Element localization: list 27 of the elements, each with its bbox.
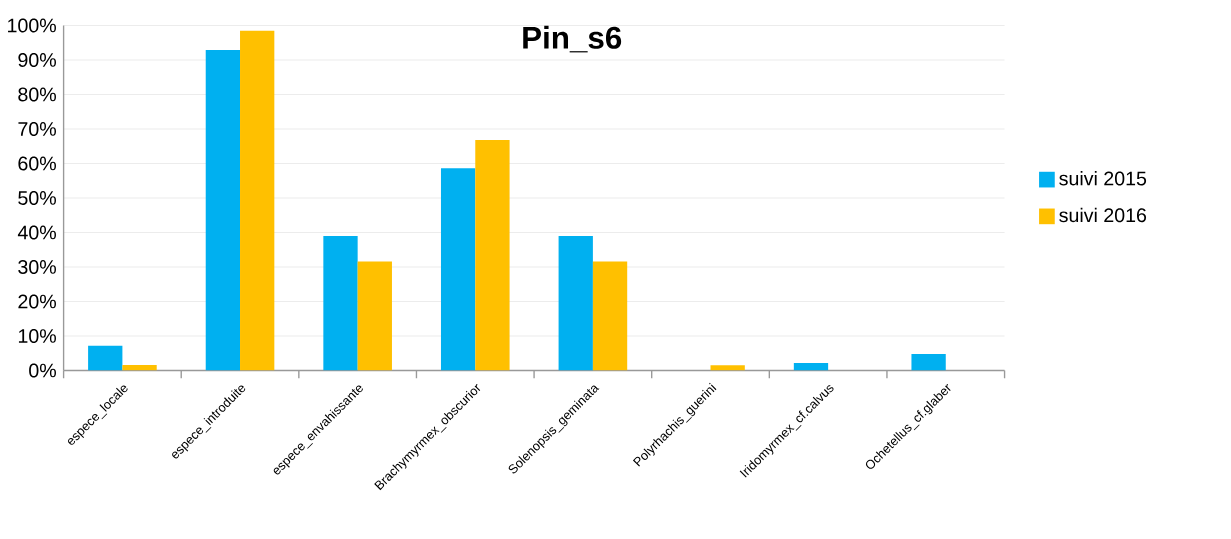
y-tick-label: 50% (18, 191, 56, 205)
legend-label: suivi 2015 (1059, 170, 1147, 186)
y-tick-label: 40% (17, 225, 56, 240)
bar (88, 345, 123, 371)
y-tick-label: 70% (18, 122, 56, 136)
bar (440, 168, 476, 371)
bar (710, 365, 745, 371)
y-tick-label: 10% (18, 329, 56, 343)
bar (592, 261, 628, 371)
bar (793, 362, 829, 371)
bar (475, 139, 510, 371)
bar (205, 49, 241, 371)
y-tick-label: 90% (18, 53, 56, 67)
y-tick-label: 100% (8, 18, 56, 33)
bar (558, 235, 593, 371)
legend-label: suivi 2016 (1059, 207, 1147, 223)
bar (240, 30, 275, 371)
y-tick-label: 20% (18, 294, 56, 309)
bar (357, 261, 392, 371)
y-tick-label: 30% (18, 260, 56, 274)
chart-title: Pin_s6 (523, 25, 622, 53)
y-tick-label: 80% (18, 87, 56, 102)
bar (911, 353, 946, 371)
bar (122, 364, 157, 371)
bar (323, 235, 358, 371)
y-tick-label: 60% (18, 156, 56, 171)
y-tick-label: 0% (29, 363, 56, 378)
